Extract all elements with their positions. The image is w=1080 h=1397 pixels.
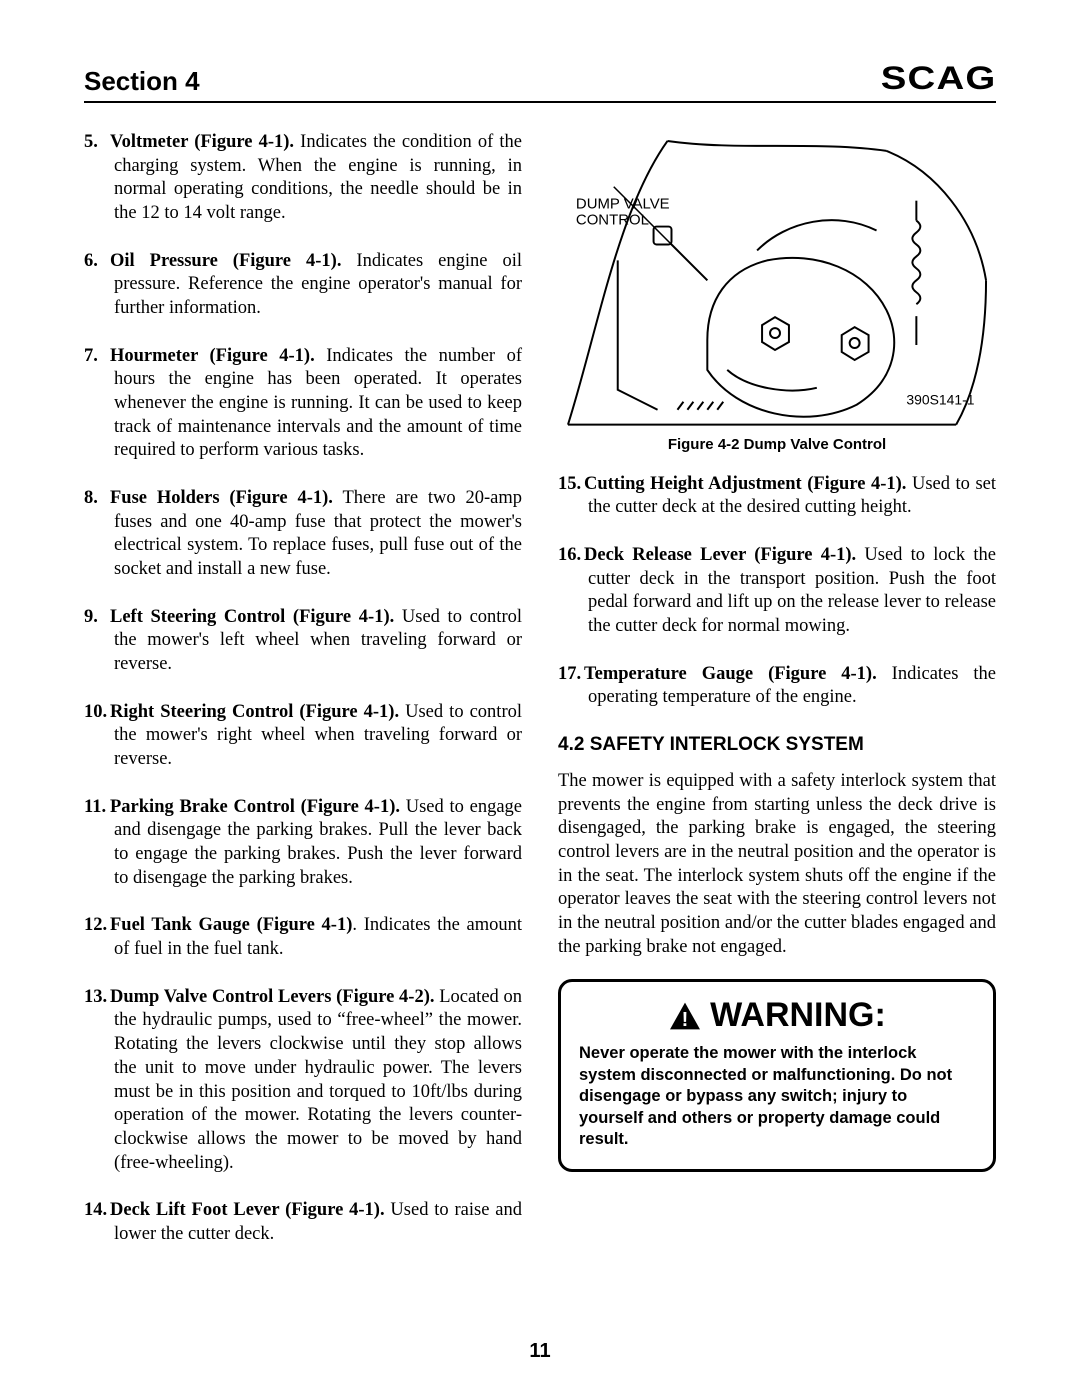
- list-item: 17.Temperature Gauge (Figure 4-1). Indic…: [558, 663, 996, 710]
- figure-part-number: 390S141-1: [906, 392, 974, 408]
- item-lead: Voltmeter (Figure 4-1).: [110, 132, 294, 152]
- list-item: 10.Right Steering Control (Figure 4-1). …: [84, 701, 522, 772]
- left-column: 5.Voltmeter (Figure 4-1). Indicates the …: [84, 131, 522, 1271]
- list-item: 8.Fuse Holders (Figure 4-1). There are t…: [84, 487, 522, 582]
- item-lead: Temperature Gauge (Figure 4-1).: [584, 664, 877, 684]
- item-number: 17.: [558, 663, 584, 687]
- svg-text:!: !: [682, 1009, 689, 1031]
- list-item: 12.Fuel Tank Gauge (Figure 4-1). Indicat…: [84, 914, 522, 961]
- safety-heading: 4.2 SAFETY INTERLOCK SYSTEM: [558, 734, 996, 756]
- item-lead: Oil Pressure (Figure 4-1).: [110, 251, 341, 271]
- item-number: 15.: [558, 473, 584, 497]
- item-number: 6.: [84, 250, 110, 274]
- item-lead: Deck Lift Foot Lever (Figure 4-1).: [110, 1200, 385, 1220]
- item-number: 7.: [84, 345, 110, 369]
- warning-title-row: ! WARNING:: [579, 996, 975, 1035]
- item-number: 13.: [84, 986, 110, 1010]
- item-lead: Cutting Height Adjustment (Figure 4-1).: [584, 474, 906, 494]
- item-text: Located on the hydraulic pumps, used to …: [114, 987, 522, 1173]
- item-number: 16.: [558, 544, 584, 568]
- item-lead: Parking Brake Control (Figure 4-1).: [110, 797, 400, 817]
- warning-title-text: WARNING:: [710, 996, 886, 1035]
- page-number: 11: [0, 1340, 1080, 1363]
- figure-caption: Figure 4-2 Dump Valve Control: [558, 436, 996, 453]
- item-lead: Left Steering Control (Figure 4-1).: [110, 607, 394, 627]
- item-number: 5.: [84, 131, 110, 155]
- list-item: 5.Voltmeter (Figure 4-1). Indicates the …: [84, 131, 522, 226]
- item-number: 9.: [84, 606, 110, 630]
- warning-body: Never operate the mower with the interlo…: [579, 1043, 975, 1150]
- figure-label-line2: CONTROL: [576, 212, 649, 229]
- item-lead: Deck Release Lever (Figure 4-1).: [584, 545, 856, 565]
- item-number: 8.: [84, 487, 110, 511]
- figure-4-2: DUMP VALVE CONTROL 390S141-1: [558, 131, 996, 430]
- item-lead: Fuse Holders (Figure 4-1).: [110, 488, 333, 508]
- list-item: 9.Left Steering Control (Figure 4-1). Us…: [84, 606, 522, 677]
- list-item: 16.Deck Release Lever (Figure 4-1). Used…: [558, 544, 996, 639]
- list-item: 15.Cutting Height Adjustment (Figure 4-1…: [558, 473, 996, 520]
- warning-triangle-icon: !: [668, 1001, 702, 1031]
- dump-valve-illustration: DUMP VALVE CONTROL 390S141-1: [558, 131, 996, 430]
- item-lead: Dump Valve Control Levers (Figure 4-2).: [110, 987, 435, 1007]
- list-item: 6.Oil Pressure (Figure 4-1). Indicates e…: [84, 250, 522, 321]
- item-number: 14.: [84, 1199, 110, 1223]
- list-item: 7.Hourmeter (Figure 4-1). Indicates the …: [84, 345, 522, 463]
- list-item: 14.Deck Lift Foot Lever (Figure 4-1). Us…: [84, 1199, 522, 1246]
- item-number: 12.: [84, 914, 110, 938]
- section-title: Section 4: [84, 66, 200, 97]
- brand-logo: SCAG: [880, 60, 996, 97]
- figure-label-line1: DUMP VALVE: [576, 196, 670, 213]
- content-columns: 5.Voltmeter (Figure 4-1). Indicates the …: [84, 131, 996, 1271]
- item-lead: Right Steering Control (Figure 4-1).: [110, 702, 399, 722]
- list-item: 13.Dump Valve Control Levers (Figure 4-2…: [84, 986, 522, 1175]
- item-lead: Fuel Tank Gauge (Figure 4-1): [110, 915, 352, 935]
- item-number: 10.: [84, 701, 110, 725]
- list-item: 11.Parking Brake Control (Figure 4-1). U…: [84, 796, 522, 891]
- page-header: Section 4 SCAG: [84, 60, 996, 103]
- warning-box: ! WARNING: Never operate the mower with …: [558, 979, 996, 1171]
- item-number: 11.: [84, 796, 110, 820]
- safety-paragraph: The mower is equipped with a safety inte…: [558, 770, 996, 959]
- item-lead: Hourmeter (Figure 4-1).: [110, 346, 315, 366]
- right-column: DUMP VALVE CONTROL 390S141-1 Figure 4-2 …: [558, 131, 996, 1271]
